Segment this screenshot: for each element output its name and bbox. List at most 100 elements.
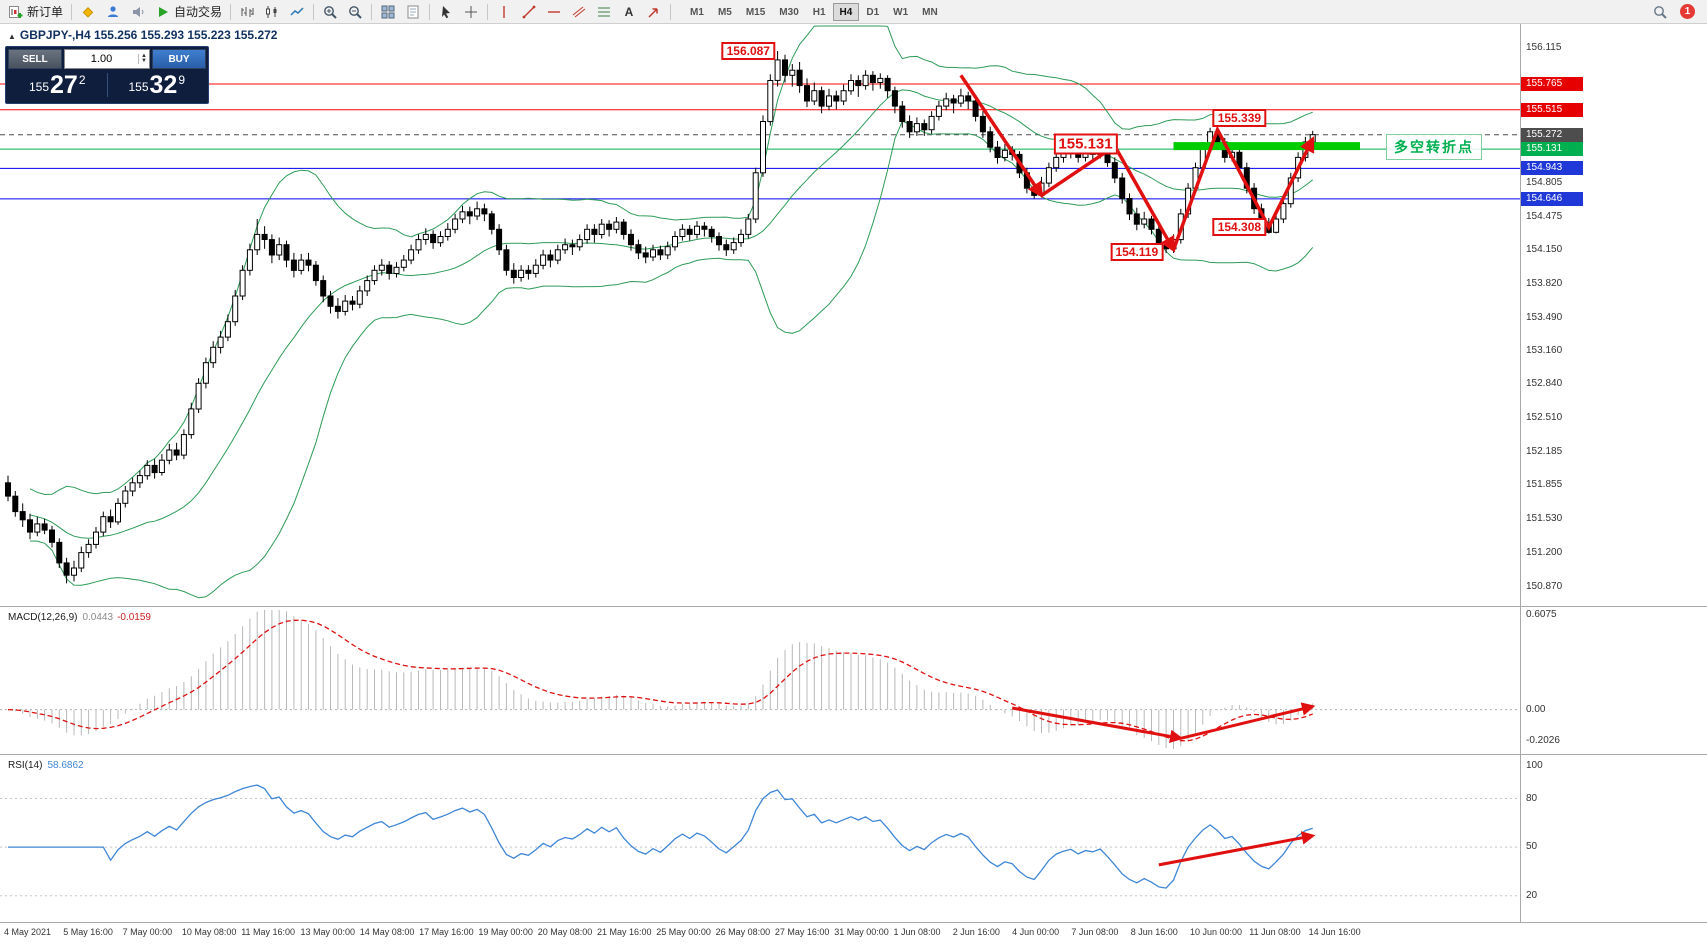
tile-windows-button[interactable] [376, 1, 400, 22]
timeframe-m1[interactable]: M1 [690, 6, 704, 18]
turning-point-highlight [1173, 142, 1360, 151]
time-axis-label: 31 May 00:00 [834, 927, 889, 937]
timeframe-m5[interactable]: M5 [717, 6, 732, 18]
timeframe-d1[interactable]: D1 [866, 6, 880, 18]
price-tag: 154.943 [1521, 161, 1583, 176]
time-axis-label: 26 May 08:00 [715, 927, 771, 937]
line-chart-button[interactable] [285, 1, 309, 22]
price-scale-label: 152.840 [1526, 378, 1563, 390]
time-axis-label: 11 Jun 08:00 [1249, 927, 1301, 937]
rsi-scale-label: 100 [1526, 760, 1543, 772]
sell-button[interactable]: SELL [8, 49, 62, 69]
vertical-line-button[interactable] [492, 1, 516, 22]
horizontal-line-button[interactable] [542, 1, 566, 22]
time-axis-label: 7 May 00:00 [122, 927, 173, 937]
time-axis-label: 14 May 08:00 [359, 927, 415, 937]
macd-scale-label: 0.00 [1526, 703, 1546, 715]
price-scale-label: 152.510 [1526, 412, 1563, 424]
time-axis-label: 14 Jun 16:00 [1308, 927, 1361, 937]
time-axis-label: 5 May 16:00 [63, 927, 113, 937]
collapse-arrow-icon[interactable]: ▲ [8, 32, 16, 41]
volume-stepper[interactable]: 1.00 ▲ ▼ [64, 49, 150, 69]
buy-price[interactable]: 155 32 9 [128, 71, 186, 99]
price-scale-label: 153.160 [1526, 345, 1563, 357]
toolbar-separator [230, 3, 232, 20]
macd-histogram [14, 610, 1314, 749]
macd-signal-line [7, 619, 1313, 742]
candle-chart-button[interactable] [260, 1, 284, 22]
price-tag: 155.765 [1521, 77, 1583, 91]
toolbar-buttons: 新订单 自动交易 A [4, 1, 674, 22]
volume-input[interactable]: 1.00 [90, 53, 113, 65]
macd-scale-label: 0.6075 [1526, 609, 1557, 621]
toolbar-right: 1 [1648, 1, 1703, 22]
toolbar: 新订单 自动交易 A M1 M5 M15 M30 H1 H4 D1 W1 MN 1 [0, 0, 1707, 24]
rsi-arrow [1158, 831, 1316, 867]
macd-scale-label: -0.2026 [1526, 735, 1560, 747]
macd-arrows [1011, 702, 1316, 744]
time-axis-label: 4 May 2021 [4, 927, 52, 937]
trendline-button[interactable] [517, 1, 541, 22]
price-annotation: 155.131 [1053, 133, 1118, 155]
new-order-button[interactable]: 新订单 [4, 1, 67, 22]
panel-divider-rsi[interactable] [0, 754, 1707, 755]
time-axis-label: 10 Jun 00:00 [1190, 927, 1243, 937]
toolbar-separator [371, 3, 373, 20]
time-axis-divider [0, 922, 1707, 923]
rsi-scale-label: 20 [1526, 889, 1538, 901]
bollinger-bands [29, 25, 1314, 599]
sell-price[interactable]: 155 27 2 [28, 71, 86, 99]
panel-divider-macd[interactable] [0, 606, 1707, 607]
zoom-in-button[interactable] [318, 1, 342, 22]
text-label-button[interactable]: A [617, 1, 641, 22]
timeframe-mn[interactable]: MN [922, 6, 938, 18]
chart-window[interactable]: ▲ GBPJPY-,H4 155.256 155.293 155.223 155.… [0, 24, 1707, 948]
price-tag: 154.646 [1521, 191, 1583, 206]
chart-symbol-header: ▲ GBPJPY-,H4 155.256 155.293 155.223 155.… [8, 28, 277, 42]
crosshair-button[interactable] [459, 1, 483, 22]
algo-trading-button[interactable]: 自动交易 [151, 1, 226, 22]
price-scale-label: 150.870 [1526, 580, 1563, 592]
price-tag: 155.131 [1521, 142, 1583, 157]
equidistant-channel-button[interactable] [567, 1, 591, 22]
bar-chart-button[interactable] [235, 1, 259, 22]
sound-icon[interactable] [126, 1, 150, 22]
price-chart-canvas [0, 25, 1520, 897]
shapes-button[interactable] [642, 1, 666, 22]
notification-badge[interactable]: 1 [1680, 4, 1695, 19]
price-scale-label: 154.150 [1526, 243, 1563, 255]
time-axis-label: 2 Jun 16:00 [952, 927, 1000, 937]
templates-button[interactable] [401, 1, 425, 22]
rsi-scale-label: 50 [1526, 841, 1538, 853]
time-axis-label: 8 Jun 16:00 [1130, 927, 1178, 937]
price-annotation: 154.308 [1212, 218, 1267, 237]
time-axis-label: 7 Jun 08:00 [1071, 927, 1119, 937]
volume-spin-buttons[interactable]: ▲ ▼ [138, 53, 149, 64]
fibonacci-button[interactable] [592, 1, 616, 22]
time-axis-label: 19 May 00:00 [478, 927, 533, 937]
toolbar-separator [71, 3, 73, 20]
community-icon[interactable] [101, 1, 125, 22]
buy-button[interactable]: BUY [152, 49, 206, 69]
timeframe-m30[interactable]: M30 [779, 6, 799, 18]
horizontal-lines [0, 83, 1520, 200]
price-scale-divider[interactable] [1520, 24, 1521, 922]
market-icon[interactable] [76, 1, 100, 22]
timeframe-m15[interactable]: M15 [745, 6, 766, 18]
candles-layer [5, 51, 1316, 584]
price-scale-label: 151.530 [1526, 512, 1563, 524]
time-axis-label: 13 May 00:00 [300, 927, 356, 937]
price-annotation: 154.119 [1110, 242, 1164, 261]
search-icon[interactable] [1648, 1, 1672, 22]
timeframe-h1[interactable]: H1 [812, 6, 826, 18]
price-scale-label: 156.115 [1526, 42, 1562, 54]
timeframe-w1[interactable]: W1 [893, 6, 909, 18]
volume-down-icon[interactable]: ▼ [141, 58, 147, 64]
zoom-out-button[interactable] [343, 1, 367, 22]
cursor-button[interactable] [434, 1, 458, 22]
toolbar-separator [487, 3, 489, 20]
time-axis-label: 4 Jun 00:00 [1012, 927, 1060, 937]
timeframe-h4[interactable]: H4 [832, 2, 860, 21]
symbol-ohlc-text: GBPJPY-,H4 155.256 155.293 155.223 155.2… [19, 28, 278, 42]
